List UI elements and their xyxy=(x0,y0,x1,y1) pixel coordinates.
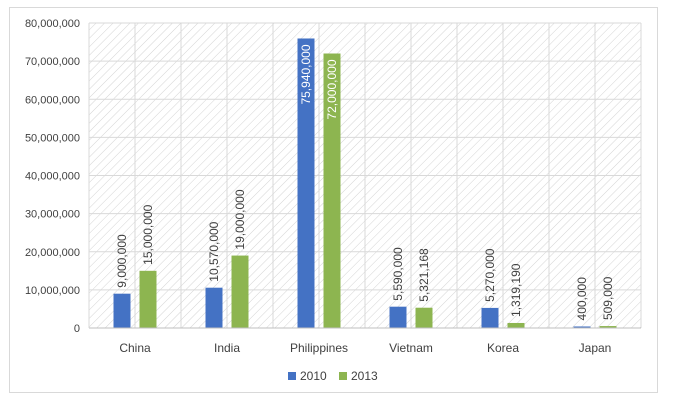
data-label: 509,000 xyxy=(601,276,615,320)
y-tick-label: 70,000,000 xyxy=(25,56,80,68)
bar-2010-china xyxy=(113,293,131,328)
y-tick-label: 50,000,000 xyxy=(25,132,80,144)
x-tick-label: Philippines xyxy=(290,341,348,355)
x-tick-label: Vietnam xyxy=(389,341,433,355)
bar-2010-philippines xyxy=(297,38,315,328)
x-axis: China India Philippines Vietnam Korea Japan xyxy=(89,327,641,355)
bar-2013-india xyxy=(231,255,249,328)
bar-2013-philippines xyxy=(323,53,341,328)
bar-2013-china xyxy=(139,270,157,328)
y-tick-label: 30,000,000 xyxy=(25,209,80,221)
legend-swatch-2010 xyxy=(288,372,296,380)
legend: 2010 2013 xyxy=(288,369,378,383)
x-tick-label: Japan xyxy=(579,341,612,355)
data-labels: 9,000,000 15,000,000 10,570,000 19,000,000 7… xyxy=(115,44,615,320)
gridlines xyxy=(88,22,642,329)
bar-2013-japan xyxy=(599,326,617,328)
y-tick-label: 60,000,000 xyxy=(25,94,80,106)
data-label: 19,000,000 xyxy=(233,189,247,249)
data-label: 5,321,168 xyxy=(417,248,431,302)
data-label: 5,270,000 xyxy=(483,248,497,302)
bars xyxy=(113,38,617,328)
data-label: 15,000,000 xyxy=(141,204,155,264)
x-tick-label: Korea xyxy=(487,341,519,355)
data-label: 400,000 xyxy=(575,277,589,321)
y-tick-label: 40,000,000 xyxy=(25,171,80,183)
y-axis: 0 10,000,000 20,000,000 30,000,000 40,000,00… xyxy=(25,18,80,335)
data-label: 72,000,000 xyxy=(325,59,339,119)
legend-label: 2010 xyxy=(300,369,327,383)
x-tick-label: China xyxy=(119,341,151,355)
y-tick-label: 10,000,000 xyxy=(25,285,80,297)
data-label: 75,940,000 xyxy=(299,44,313,104)
data-label: 9,000,000 xyxy=(115,234,129,288)
bar-2010-india xyxy=(205,287,223,328)
legend-swatch-2013 xyxy=(339,372,347,380)
y-tick-label: 80,000,000 xyxy=(25,18,80,30)
bar-2010-japan xyxy=(573,326,591,328)
y-tick-label: 20,000,000 xyxy=(25,247,80,259)
bar-2013-vietnam xyxy=(415,307,433,328)
data-label: 10,570,000 xyxy=(207,221,221,281)
data-label: 5,590,000 xyxy=(391,247,405,301)
x-tick-label: India xyxy=(214,341,240,355)
bar-2010-vietnam xyxy=(389,306,407,328)
bar-2010-korea xyxy=(481,307,499,328)
y-tick-label: 0 xyxy=(74,323,80,335)
legend-label: 2013 xyxy=(351,369,378,383)
bar-2013-korea xyxy=(507,322,525,328)
data-label: 1,319,190 xyxy=(509,263,523,317)
